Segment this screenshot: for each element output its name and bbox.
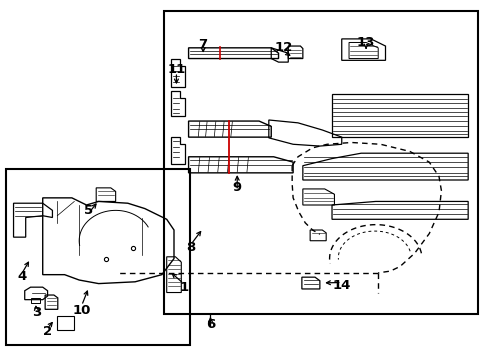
Text: 9: 9 — [232, 181, 241, 194]
Text: 3: 3 — [32, 306, 41, 319]
Text: 7: 7 — [198, 38, 207, 51]
Text: 11: 11 — [167, 63, 185, 76]
Text: 2: 2 — [43, 325, 52, 338]
Text: 4: 4 — [17, 270, 26, 283]
Bar — [6, 168, 190, 345]
Bar — [164, 12, 477, 314]
Text: 8: 8 — [186, 241, 195, 255]
Text: 13: 13 — [356, 36, 374, 49]
Text: 10: 10 — [72, 304, 91, 317]
Text: 1: 1 — [179, 281, 188, 294]
Text: 5: 5 — [84, 204, 93, 217]
Text: 6: 6 — [205, 318, 215, 331]
Text: 14: 14 — [332, 279, 350, 292]
Text: 12: 12 — [274, 41, 292, 54]
